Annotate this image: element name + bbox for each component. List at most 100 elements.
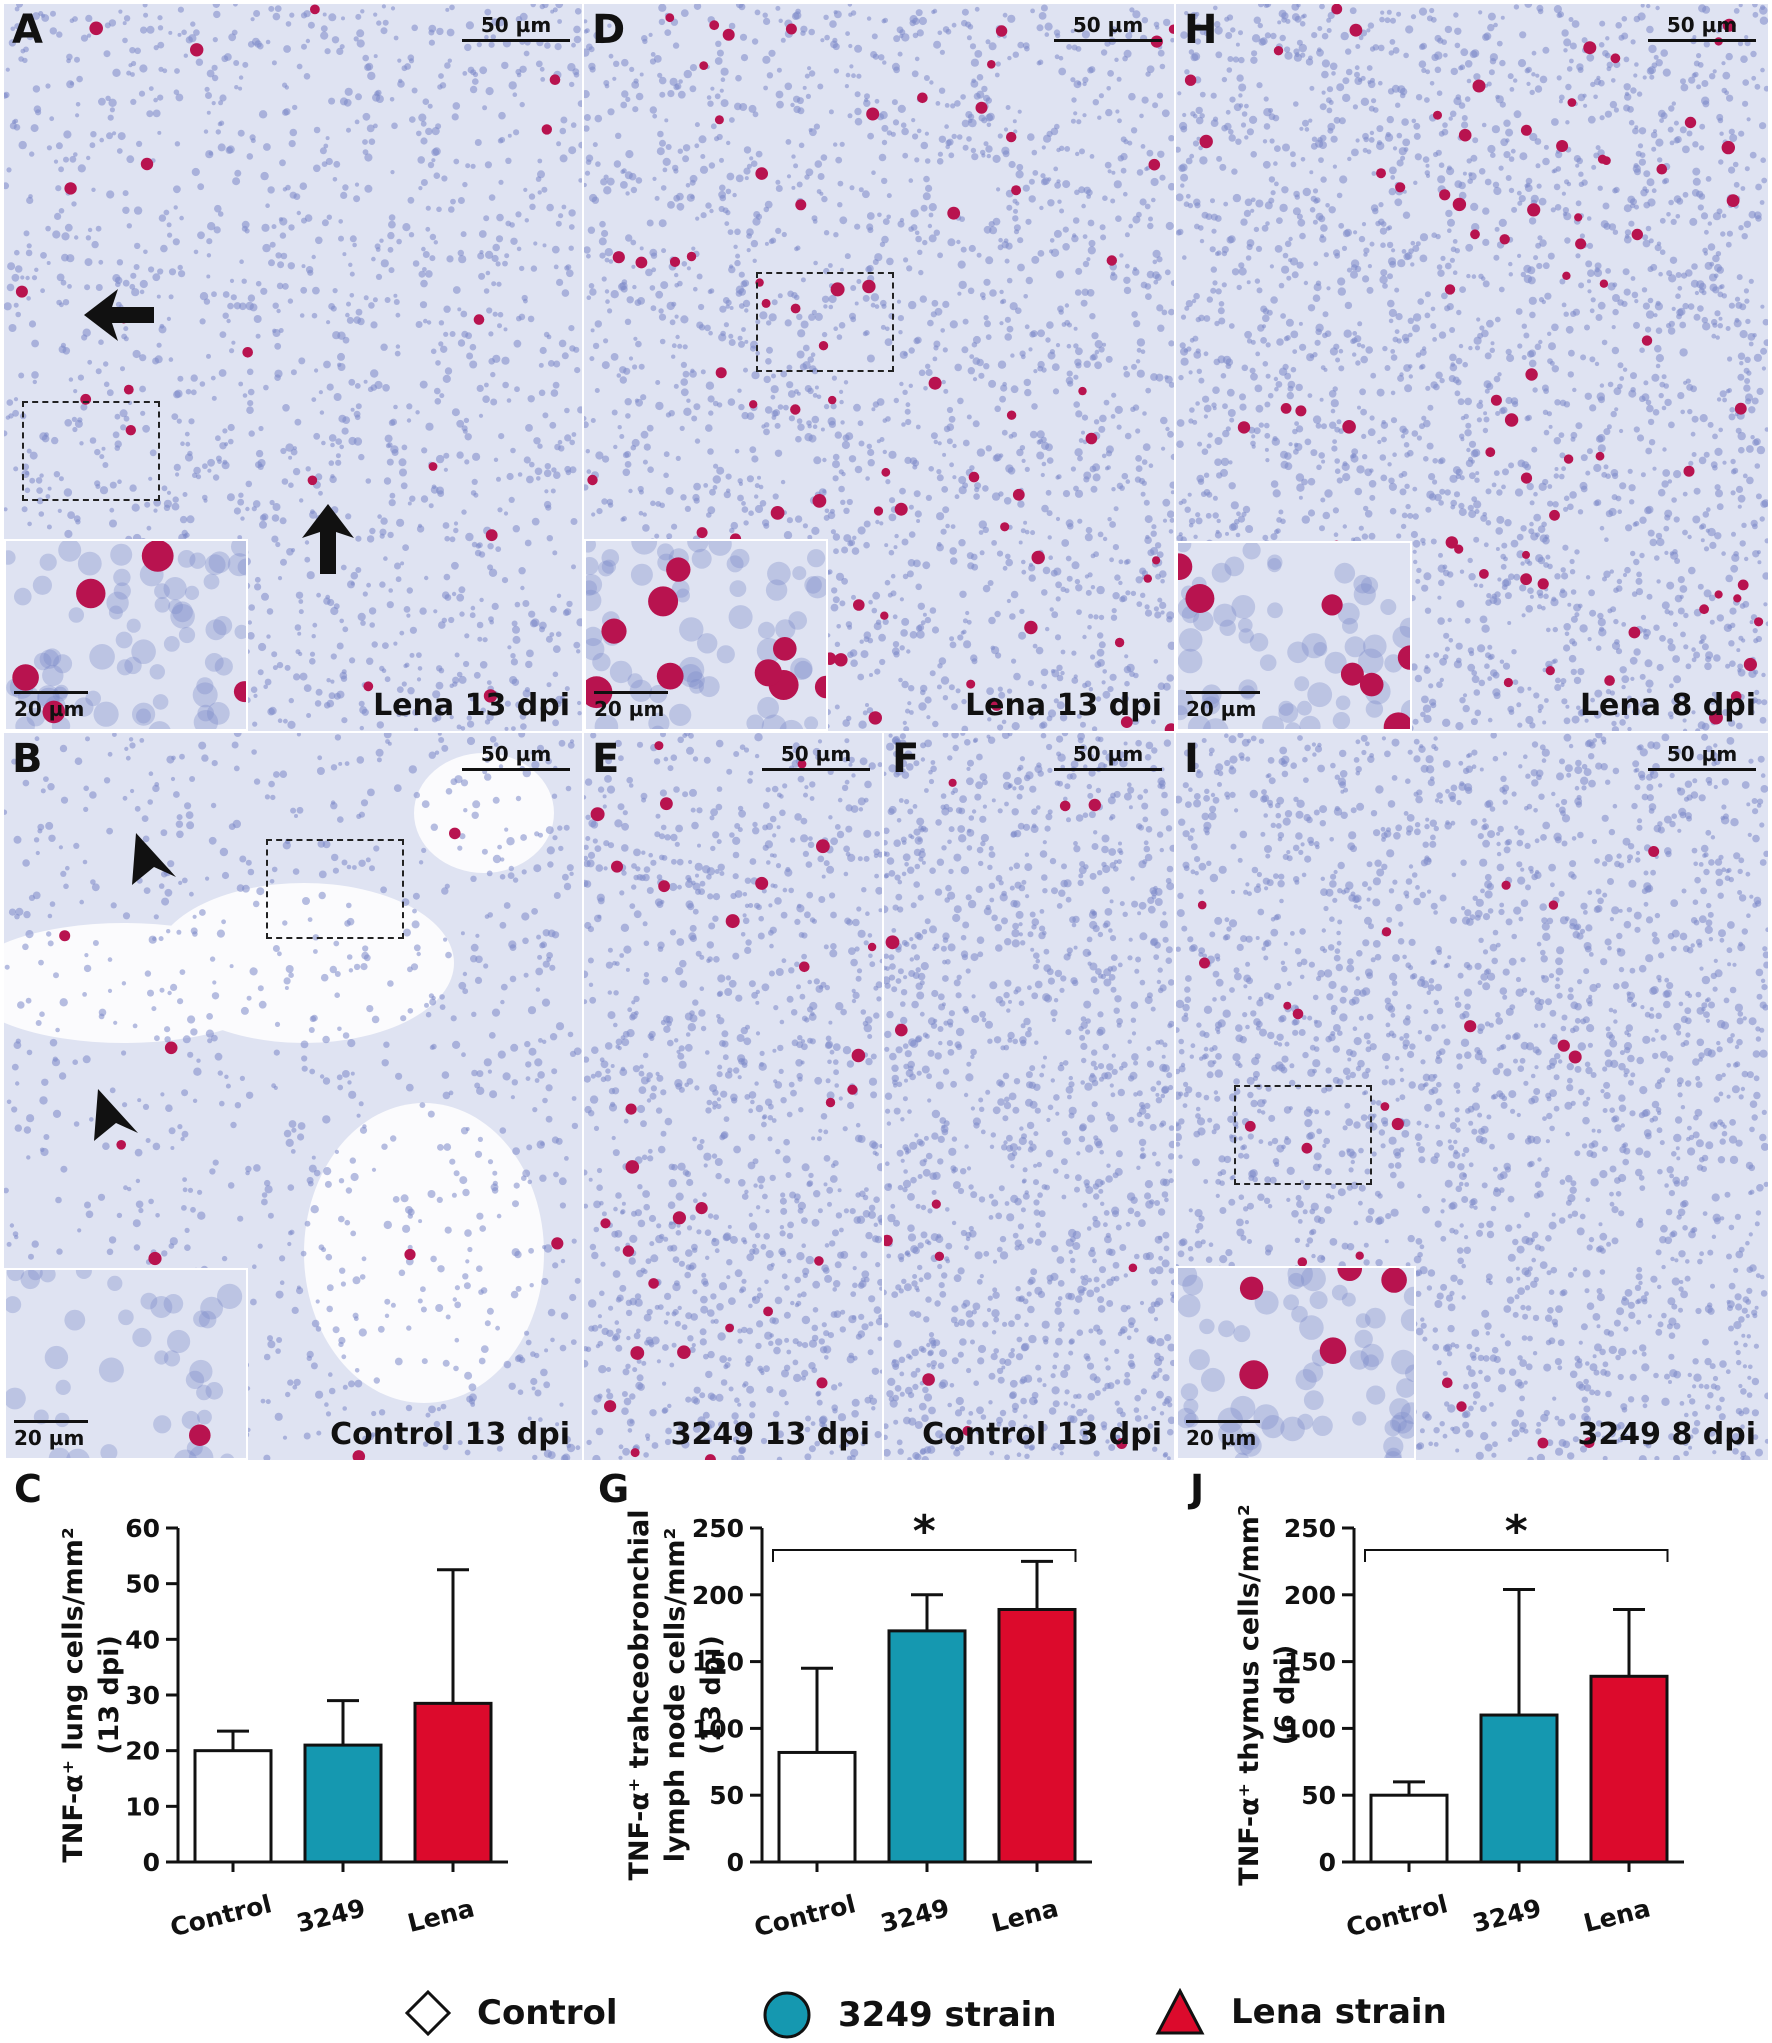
scale-bar: 20 µm [14, 1420, 88, 1450]
zoom-region [756, 272, 894, 372]
zoom-region [22, 401, 160, 501]
inset-texture [6, 1270, 246, 1458]
panel-caption: Lena 13 dpi [373, 688, 570, 723]
bar [1369, 1793, 1449, 1864]
x-tick-label: 3249 [878, 1893, 953, 1938]
bar [1479, 1713, 1559, 1864]
y-tick-label: 150 [692, 1648, 744, 1677]
y-axis-label-line: (13 dpi) [696, 1635, 727, 1755]
panel-letter: A [12, 7, 43, 53]
x-tick-label: Control [751, 1889, 858, 1942]
bar [193, 1749, 273, 1864]
scale-bar: 50 µm [1054, 743, 1162, 771]
arrow-icon [84, 289, 154, 341]
y-tick-label: 0 [727, 1848, 744, 1877]
arrow-icon [302, 504, 354, 574]
legend-lena: Lena strain [1155, 1988, 1447, 2036]
tissue-texture [4, 733, 582, 1460]
tissue-texture [884, 733, 1174, 1460]
panel-letter: D [592, 7, 626, 53]
inset-texture [6, 541, 246, 729]
panel-i: 20 µm I 50 µm 3249 8 dpi [1176, 733, 1768, 1460]
bar [303, 1743, 383, 1864]
panel-caption: Control 13 dpi [922, 1417, 1162, 1452]
legend-3249: 3249 strain [762, 1990, 1057, 2040]
y-axis-label-line: lymph node cells/mm² [660, 1528, 691, 1863]
y-tick-label: 20 [125, 1737, 160, 1766]
y-tick-label: 0 [143, 1848, 160, 1877]
zoom-region [1234, 1085, 1372, 1185]
y-tick-label: 100 [1284, 1714, 1336, 1743]
y-tick-label: 30 [125, 1681, 160, 1710]
significance-bracket [772, 1549, 1077, 1562]
legend-label: Control [477, 1993, 618, 2033]
y-axis-label-line: (13 dpi) [94, 1635, 125, 1755]
x-tick-label: Control [1343, 1889, 1450, 1942]
panel-letter: F [892, 736, 920, 782]
scale-bar: 50 µm [1648, 743, 1756, 771]
panel-f: F 50 µm Control 13 dpi [884, 733, 1174, 1460]
x-tick-label: Lena [989, 1894, 1062, 1938]
panel-caption: Lena 13 dpi [965, 688, 1162, 723]
arrowhead-icon [132, 833, 176, 885]
x-tick-label: Control [167, 1889, 274, 1942]
panel-letter: G [598, 1467, 629, 1511]
inset: 20 µm [4, 1268, 248, 1460]
bar [1589, 1674, 1669, 1864]
y-tick-label: 60 [125, 1514, 160, 1543]
y-axis-label: TNF-α⁺ trahceobronchial lymph node cells/… [624, 1510, 727, 1881]
arrowhead-icon [94, 1089, 138, 1141]
y-axis-label: TNF-α⁺ lung cells/mm² (13 dpi) [58, 1527, 125, 1862]
x-tick-label: Lena [405, 1894, 478, 1938]
panel-a: 20 µm A 50 µm Lena 13 dpi [4, 4, 582, 731]
panel-letter: C [14, 1467, 42, 1511]
panel-letter: E [592, 736, 620, 782]
scale-bar: 20 µm [14, 691, 88, 721]
bar [887, 1629, 967, 1864]
panel-letter: I [1184, 736, 1199, 782]
x-tick-label: 3249 [294, 1893, 369, 1938]
panel-letter: J [1187, 1467, 1204, 1511]
inset: 20 µm [584, 539, 828, 731]
significance-star: * [913, 1506, 936, 1557]
scale-bar: 50 µm [462, 14, 570, 42]
y-tick-label: 200 [692, 1581, 744, 1610]
panel-caption: 3249 13 dpi [670, 1417, 870, 1452]
scale-bar: 20 µm [594, 691, 668, 721]
inset: 20 µm [1176, 541, 1412, 731]
y-axis-label-line: TNF-α⁺ lung cells/mm² [58, 1527, 89, 1862]
y-tick-label: 250 [1284, 1514, 1336, 1543]
y-tick-label: 50 [1301, 1781, 1336, 1810]
chart-svg: G 0 50 100 150 200 250 Control 3249 Lena * TNF-α⁺ t… [598, 1467, 1092, 1942]
x-tick-label: Lena [1581, 1894, 1654, 1938]
chart-g: G 0 50 100 150 200 250 Control 3249 Lena * TNF-α⁺ t… [584, 1462, 1176, 1962]
legend-label: Lena strain [1231, 1992, 1447, 2032]
y-axis-label-line: (6 dpi) [1270, 1645, 1301, 1746]
panel-caption: Lena 8 dpi [1579, 688, 1756, 723]
bar [997, 1607, 1077, 1864]
chart-svg: J 0 50 100 150 200 250 Control 3249 Lena * TNF-α⁺ t… [1187, 1467, 1684, 1942]
y-tick-label: 100 [692, 1714, 744, 1743]
scale-bar: 50 µm [762, 743, 870, 771]
scale-bar: 50 µm [462, 743, 570, 771]
panel-caption: Control 13 dpi [330, 1417, 570, 1452]
inset: 20 µm [4, 539, 248, 731]
triangle-icon [1155, 1988, 1205, 2035]
scale-bar: 20 µm [1186, 1420, 1260, 1450]
y-tick-label: 0 [1319, 1848, 1336, 1877]
inset-texture [1178, 1268, 1414, 1458]
y-tick-label: 40 [125, 1625, 160, 1654]
y-axis-label: TNF-α⁺ thymus cells/mm² (6 dpi) [1234, 1504, 1301, 1885]
y-tick-label: 10 [125, 1792, 160, 1821]
panel-caption: 3249 8 dpi [1577, 1417, 1757, 1452]
y-tick-label: 50 [709, 1781, 744, 1810]
scale-bar: 20 µm [1186, 691, 1260, 721]
zoom-region [266, 839, 404, 939]
y-axis-label-line: TNF-α⁺ trahceobronchial [624, 1510, 655, 1881]
chart-svg: C 0 10 20 30 40 50 60 Control 3249 Lena TNF-α⁺ lung… [14, 1467, 508, 1942]
y-tick-label: 150 [1284, 1648, 1336, 1677]
diamond-icon [405, 1990, 451, 2036]
chart-j: J 0 50 100 150 200 250 Control 3249 Lena * TNF-α⁺ t… [1176, 1462, 1768, 1962]
legend-control: Control [405, 1990, 618, 2036]
chart-c: C 0 10 20 30 40 50 60 Control 3249 Lena TNF-α⁺ lung… [0, 1462, 584, 1962]
